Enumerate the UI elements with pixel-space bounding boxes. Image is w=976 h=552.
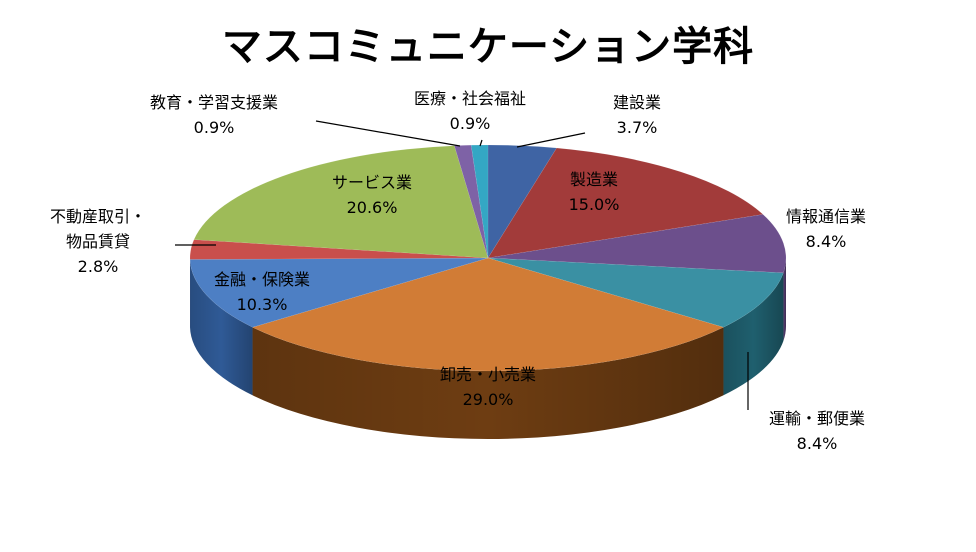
pie-sides — [190, 258, 786, 439]
slice-value-6: 2.8% — [78, 257, 119, 276]
slice-label-6: 不動産取引・ — [50, 207, 146, 226]
slice-value-2: 8.4% — [806, 232, 847, 251]
chart-title: マスコミュニケーション学科 — [221, 24, 755, 70]
leader-line-8 — [315, 120, 461, 147]
slice-value-1: 15.0% — [569, 195, 620, 214]
pie-side-shade-3 — [723, 272, 784, 396]
leader-line-0 — [516, 132, 586, 148]
slice-label-1: 製造業 — [570, 170, 618, 189]
slice-label-7: サービス業 — [332, 173, 412, 192]
leader-line-9 — [479, 139, 483, 147]
pie-slice-4 — [251, 257, 725, 372]
slice-label-4: 卸売・小売業 — [440, 365, 536, 384]
slice-value-4: 29.0% — [463, 390, 514, 409]
slice-label-8: 教育・学習支援業 — [150, 93, 278, 112]
pie-slice-3 — [487, 257, 784, 328]
pie-slice-5 — [189, 257, 489, 328]
slice-label-3: 運輸・郵便業 — [769, 409, 865, 428]
pie-slice-8 — [454, 144, 489, 259]
slice-label-6: 物品賃貸 — [66, 232, 130, 251]
slice-label-2: 情報通信業 — [786, 207, 866, 226]
slice-value-9: 0.9% — [450, 114, 491, 133]
pie-slice-1 — [487, 147, 764, 259]
slice-value-5: 10.3% — [237, 295, 288, 314]
slice-value-0: 3.7% — [617, 118, 658, 137]
pie-slice-7 — [193, 145, 489, 259]
pie-slice-6 — [189, 239, 489, 260]
slice-value-7: 20.6% — [347, 198, 398, 217]
pie-slice-2 — [487, 214, 787, 274]
pie-slice-9 — [470, 144, 489, 259]
slice-label-9: 医療・社会福祉 — [414, 89, 526, 108]
pie-side-shade-2 — [783, 258, 786, 341]
slice-labels: 建設業 3.7% 製造業 15.0% 情報通信業 8.4% 運輸・郵便業 8.4% 卸売・小売業… — [50, 89, 866, 453]
slice-value-8: 0.9% — [194, 118, 235, 137]
pie-side-shade-4 — [252, 327, 724, 439]
leader-lines — [175, 120, 749, 410]
pie-side-shade-5 — [190, 259, 253, 396]
pie-slices — [189, 144, 787, 372]
slice-label-0: 建設業 — [613, 93, 661, 112]
slice-value-3: 8.4% — [797, 434, 838, 453]
slice-label-5: 金融・保険業 — [214, 270, 310, 289]
